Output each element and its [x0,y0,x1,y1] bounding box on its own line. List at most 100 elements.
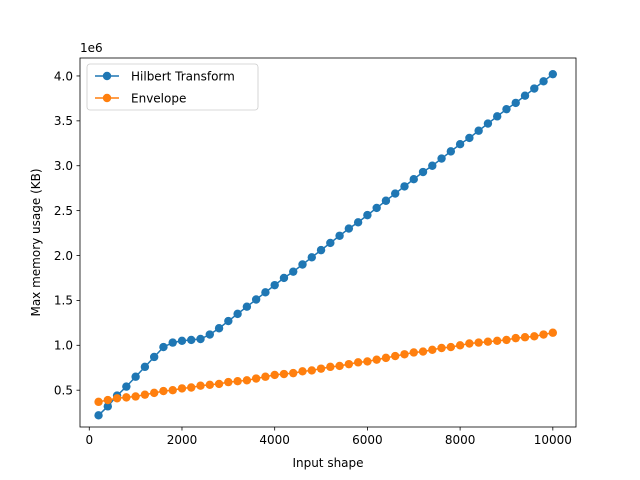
data-point-envelope [279,369,289,379]
data-point-envelope [159,386,168,396]
data-point-envelope [233,377,242,386]
y-offset-label: 1e6 [80,41,103,55]
data-point-hilbert-transform [214,324,224,333]
data-point-envelope [455,341,465,350]
data-point-envelope [353,358,363,367]
y-tick-label: 0.5 [54,383,73,397]
data-point-hilbert-transform [316,245,326,255]
y-tick-label: 2.5 [54,204,73,218]
data-point-hilbert-transform [326,238,335,248]
data-point-envelope [94,397,103,407]
data-point-envelope [261,372,270,381]
legend: Hilbert Transform Envelope [86,63,259,111]
data-point-hilbert-transform [261,288,270,297]
data-point-envelope [372,355,381,364]
data-point-hilbert-transform [428,161,437,170]
data-point-hilbert-transform [502,104,511,114]
data-point-hilbert-transform [548,69,558,79]
data-point-hilbert-transform [437,154,446,163]
data-point-hilbert-transform [344,224,354,233]
data-point-envelope [112,394,122,403]
data-point-hilbert-transform [196,334,205,344]
data-point-hilbert-transform [168,338,177,347]
x-axis: 0 2000 4000 6000 8000 10000 [85,427,572,447]
data-point-hilbert-transform [372,203,381,213]
data-point-envelope [224,377,233,387]
x-tick-label: 4000 [259,433,290,447]
data-point-hilbert-transform [94,411,103,420]
x-tick-label: 2000 [167,433,198,447]
data-point-envelope [214,379,224,389]
data-point-hilbert-transform [483,119,493,128]
data-point-envelope [131,392,140,401]
data-point-hilbert-transform [539,77,548,86]
legend-marker [102,93,112,103]
data-point-hilbert-transform [279,273,289,283]
data-point-hilbert-transform [391,189,400,198]
data-point-envelope [539,330,548,339]
data-point-hilbert-transform [465,133,474,143]
data-point-envelope [409,348,418,357]
data-point-hilbert-transform [307,253,316,262]
legend-box [86,63,259,111]
plot-frame [79,57,577,428]
data-point-hilbert-transform [224,316,233,326]
y-axis-title: Max memory usage (KB) [29,168,43,316]
y-tick-label: 3.5 [54,114,73,128]
data-point-hilbert-transform [298,260,307,269]
data-point-hilbert-transform [418,167,428,177]
data-point-hilbert-transform [353,218,363,227]
data-point-envelope [270,370,279,380]
data-point-hilbert-transform [140,362,150,372]
y-tick-label: 2.0 [54,249,73,263]
data-point-envelope [548,328,558,337]
data-point-hilbert-transform [131,372,140,381]
data-point-hilbert-transform [455,139,465,149]
legend-item: Envelope [95,91,186,105]
data-point-envelope [418,347,428,356]
y-tick-label: 4.0 [54,69,73,83]
legend-item: Hilbert Transform [95,69,235,83]
data-point-envelope [196,381,205,390]
data-point-envelope [511,333,520,343]
data-point-envelope [474,338,483,347]
data-point-envelope [520,333,530,342]
data-point-envelope [307,366,316,375]
legend-label: Hilbert Transform [131,69,235,83]
data-point-envelope [316,364,326,373]
data-point-envelope [446,342,456,352]
data-point-envelope [344,359,354,369]
data-point-envelope [391,351,400,361]
data-point-hilbert-transform [149,352,159,362]
data-point-envelope [465,339,474,348]
data-point-hilbert-transform [493,112,502,121]
data-point-envelope [251,374,261,383]
x-tick-label: 10000 [534,433,572,447]
data-point-envelope [428,345,437,354]
y-tick-label: 3.0 [54,159,73,173]
y-tick-label: 1.0 [54,339,73,353]
series-layer [94,69,558,420]
data-point-envelope [289,368,298,378]
data-point-hilbert-transform [400,182,409,191]
y-tick-label: 1.5 [54,294,73,308]
data-point-hilbert-transform [446,147,456,156]
data-point-hilbert-transform [177,336,187,346]
data-point-envelope [205,380,214,389]
data-point-hilbert-transform [122,382,131,391]
data-point-envelope [502,335,511,345]
y-axis: 0.5 1.0 1.5 2.0 2.5 3.0 3.5 4.0 [54,69,80,397]
data-point-envelope [326,362,335,372]
data-point-envelope [437,343,446,353]
data-point-envelope [483,337,493,346]
data-point-envelope [335,361,344,371]
data-point-hilbert-transform [363,210,372,220]
data-point-envelope [530,332,539,341]
legend-label: Envelope [131,91,186,105]
data-point-envelope [381,353,391,363]
data-point-envelope [122,393,131,402]
data-point-envelope [168,385,177,395]
data-point-hilbert-transform [159,342,168,352]
data-point-envelope [242,376,252,385]
